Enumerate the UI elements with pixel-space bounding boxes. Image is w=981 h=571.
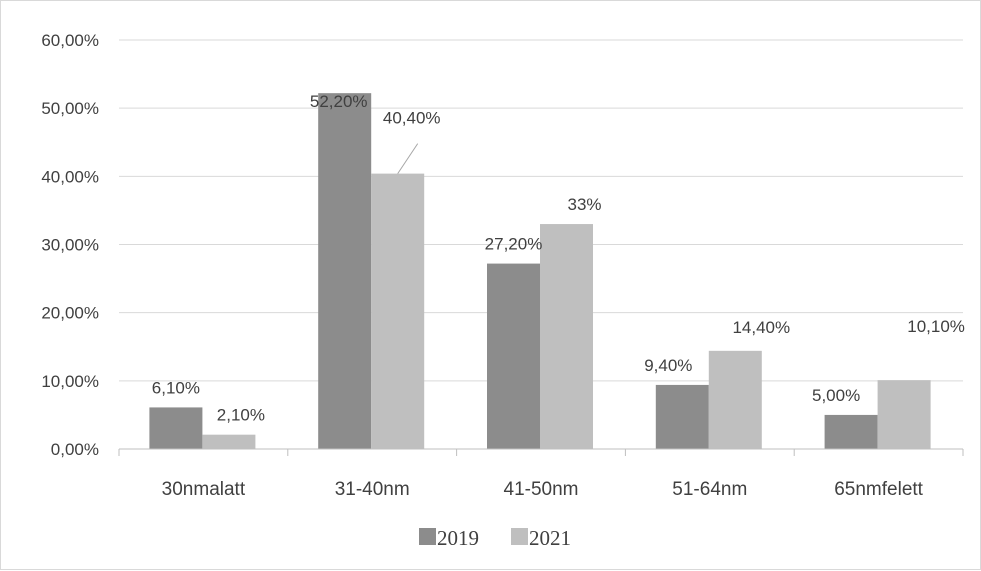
legend-swatch-2021: [511, 528, 528, 545]
bar-2021-65nmfelett: [877, 380, 931, 449]
data-label-leader-line: [397, 143, 419, 174]
x-axis: [118, 448, 964, 456]
bar-2019-41-50nm: [487, 263, 540, 449]
data-label-2019-41-50nm: 27,20%: [485, 235, 543, 254]
y-tick-label: 40,00%: [41, 167, 99, 186]
bars: [149, 93, 931, 450]
bar-2021-51-64nm: [708, 350, 762, 449]
bar-2021-41-50nm: [540, 224, 593, 449]
x-category-label: 30nmalatt: [162, 479, 246, 500]
y-tick-label: 50,00%: [41, 99, 99, 118]
x-category-label: 51-64nm: [672, 479, 747, 500]
bar-2019-65nmfelett: [824, 414, 878, 449]
legend-swatch-2019: [419, 528, 436, 545]
bar-2019-51-64nm: [655, 384, 709, 449]
data-label-2021-31-40nm: 40,40%: [383, 109, 441, 128]
data-label-2019-31-40nm: 52,20%: [310, 92, 368, 111]
y-tick-label: 0,00%: [51, 440, 99, 459]
x-category-label: 65nmfelett: [834, 479, 923, 500]
x-category-label: 31-40nm: [335, 479, 410, 500]
data-labels: 6,10% 52,20% 27,20% 9,40% 5,00% 2,10% 40,40% 33…: [152, 92, 965, 425]
bar-2021-30nmalatt: [202, 434, 256, 449]
x-axis-category-labels: 30nmalatt 31-40nm 41-50nm 51-64nm 65nmfelett: [162, 479, 924, 500]
y-axis-tick-labels: 0,00% 10,00% 20,00% 30,00% 40,00% 50,00% 60,00…: [41, 31, 99, 459]
bar-2019-31-40nm: [318, 93, 372, 450]
data-label-2021-41-50nm: 33%: [567, 195, 601, 214]
legend-label-2019: 2019: [437, 526, 479, 550]
data-label-2021-51-64nm: 14,40%: [732, 318, 790, 337]
y-tick-label: 20,00%: [41, 304, 99, 323]
data-label-2021-30nmalatt: 2,10%: [217, 406, 265, 425]
bar-2021-31-40nm: [371, 173, 425, 449]
data-label-2019-65nmfelett: 5,00%: [812, 386, 860, 405]
data-label-2019-51-64nm: 9,40%: [644, 356, 692, 375]
y-tick-label: 10,00%: [41, 372, 99, 391]
data-label-2021-65nmfelett: 10,10%: [907, 317, 965, 336]
legend-label-2021: 2021: [529, 526, 571, 550]
y-tick-label: 30,00%: [41, 236, 99, 255]
bar-2019-30nmalatt: [149, 407, 203, 449]
y-tick-label: 60,00%: [41, 31, 99, 50]
data-label-2019-30nmalatt: 6,10%: [152, 378, 200, 397]
legend: 2019 2021: [419, 526, 571, 550]
x-category-label: 41-50nm: [504, 479, 579, 500]
